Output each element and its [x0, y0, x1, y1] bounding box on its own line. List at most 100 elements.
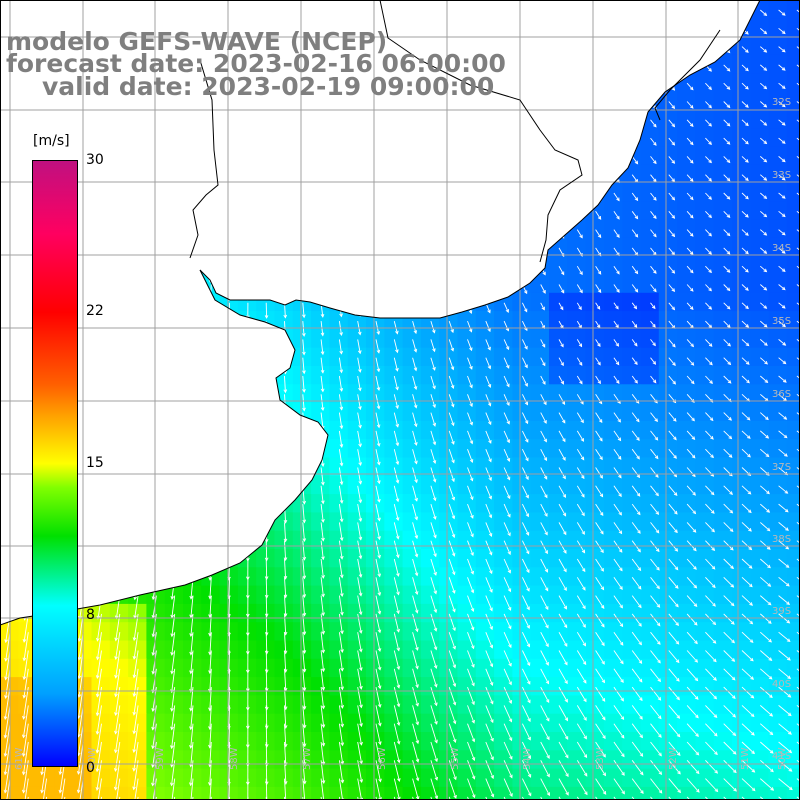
- wind-arrow: [558, 101, 565, 111]
- wind-arrow-head: [357, 258, 362, 262]
- wind-arrow: [778, 503, 789, 513]
- speed-cell: [603, 366, 623, 385]
- wind-arrow: [521, 412, 529, 424]
- wind-arrow: [778, 265, 786, 272]
- wind-arrow: [430, 632, 437, 650]
- speed-cell: [494, 695, 513, 715]
- wind-arrow-head: [431, 311, 436, 315]
- wind-arrow-head: [23, 542, 28, 547]
- wind-arrow-head: [709, 380, 713, 384]
- wind-arrow-head: [781, 268, 786, 273]
- wind-arrow: [796, 302, 800, 309]
- wind-arrow-head: [264, 501, 269, 506]
- wind-arrow-head: [208, 353, 213, 358]
- wind-arrow: [686, 229, 694, 237]
- speed-cell: [109, 0, 129, 19]
- wind-arrow-head: [320, 185, 325, 190]
- speed-cell: [567, 0, 587, 19]
- wind-arrow: [375, 266, 380, 279]
- wind-arrow-head: [579, 289, 583, 294]
- wind-arrow: [613, 412, 621, 423]
- speed-cell: [274, 347, 294, 367]
- speed-cell: [164, 713, 184, 733]
- speed-cell: [183, 256, 202, 276]
- wind-arrow: [302, 595, 306, 616]
- wind-arrow: [430, 320, 435, 333]
- wind-arrow: [209, 321, 212, 338]
- wind-arrow: [595, 101, 602, 110]
- speed-cell: [384, 732, 404, 751]
- wind-arrow-head: [726, 324, 731, 329]
- speed-cell: [183, 695, 202, 715]
- speed-cell: [677, 786, 696, 800]
- wind-arrow-head: [433, 646, 438, 651]
- wind-arrow: [595, 119, 602, 128]
- wind-arrow: [613, 265, 620, 275]
- speed-cell: [164, 329, 184, 349]
- wind-arrow-head: [469, 459, 474, 463]
- speed-cell: [256, 366, 276, 385]
- wind-arrow-head: [763, 85, 768, 90]
- wind-arrow: [412, 28, 417, 41]
- wind-arrow: [778, 192, 786, 199]
- wind-arrow-head: [563, 587, 567, 591]
- wind-arrow: [448, 101, 454, 113]
- wind-arrow: [209, 394, 212, 413]
- speed-cell: [475, 512, 495, 532]
- wind-arrow: [375, 558, 381, 577]
- speed-cell: [256, 768, 276, 788]
- wind-arrow: [686, 156, 694, 164]
- speed-cell: [439, 183, 459, 202]
- wind-arrow-head: [690, 380, 695, 385]
- wind-arrow-head: [470, 589, 475, 594]
- speed-cell: [128, 0, 147, 19]
- wind-arrow: [357, 412, 361, 428]
- wind-arrow: [613, 229, 620, 238]
- wind-arrow-head: [708, 177, 712, 182]
- speed-cell: [622, 36, 642, 56]
- wind-arrow-head: [730, 621, 735, 625]
- wind-arrow-head: [543, 475, 548, 480]
- wind-arrow-head: [133, 521, 138, 526]
- wind-arrow: [503, 28, 509, 38]
- wind-arrow-head: [745, 324, 750, 328]
- speed-cell: [347, 658, 367, 678]
- wind-arrow: [375, 229, 380, 243]
- speed-cell: [603, 54, 623, 74]
- wind-arrow: [778, 27, 786, 34]
- speed-cell: [475, 164, 495, 184]
- speed-cell: [567, 91, 587, 111]
- speed-cell: [658, 530, 678, 550]
- wind-arrow: [228, 485, 231, 506]
- wind-arrow: [320, 229, 324, 244]
- wind-arrow-head: [542, 198, 546, 203]
- wind-arrow: [540, 631, 549, 647]
- wind-arrow-head: [189, 577, 194, 582]
- speed-cell: [750, 512, 770, 532]
- wind-arrow: [503, 320, 509, 331]
- speed-cell: [128, 366, 147, 385]
- speed-cell: [183, 713, 202, 733]
- speed-cell: [695, 0, 715, 19]
- wind-arrow-head: [79, 280, 83, 285]
- speed-cell: [109, 439, 129, 459]
- speed-cell: [549, 622, 568, 642]
- wind-arrow-head: [189, 151, 194, 156]
- wind-arrow-head: [689, 196, 694, 201]
- speed-cell: [384, 695, 404, 715]
- wind-arrow-head: [671, 50, 676, 55]
- speed-cell: [146, 768, 166, 788]
- wind-arrow-head: [563, 624, 568, 629]
- wind-arrow-head: [638, 604, 642, 609]
- speed-cell: [420, 475, 440, 495]
- wind-arrow: [228, 119, 231, 136]
- speed-cell: [256, 201, 276, 221]
- speed-cell: [530, 109, 550, 129]
- wind-arrow: [540, 357, 546, 366]
- wind-arrow: [650, 412, 658, 422]
- wind-arrow: [668, 9, 675, 18]
- wind-arrow: [97, 504, 102, 526]
- speed-cell: [91, 420, 111, 440]
- speed-cell: [475, 366, 495, 385]
- speed-cell: [603, 732, 623, 751]
